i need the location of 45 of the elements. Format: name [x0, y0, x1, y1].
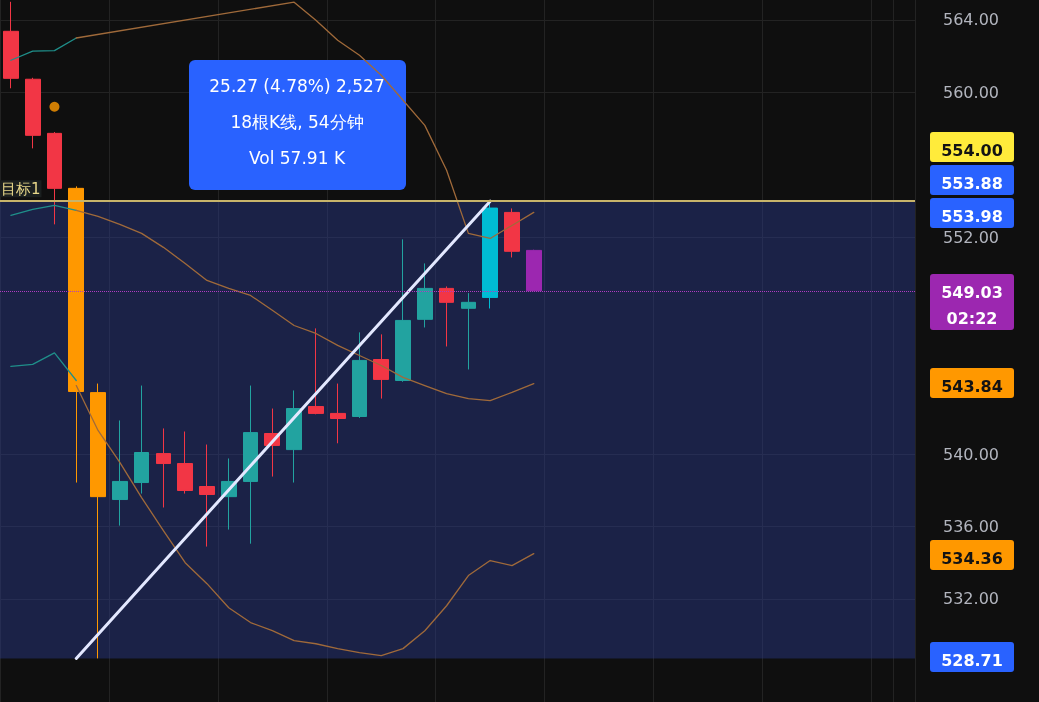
text: 534.36: [941, 548, 1003, 568]
y-tick-label: 564.00: [943, 10, 999, 30]
line-series: [75, 1, 535, 240]
candlestick: [68, 185, 84, 484]
text: 553.88: [941, 173, 1003, 193]
line-series: [10, 352, 77, 382]
candlestick: [286, 389, 302, 484]
candlestick: [134, 385, 149, 495]
candlestick: [112, 419, 128, 527]
y-tick-label: 552.00: [943, 227, 999, 247]
candlestick: [308, 327, 324, 415]
candlestick: [90, 383, 106, 659]
line-series: [75, 209, 535, 402]
text: 528.71: [941, 650, 1003, 670]
candlestick: [177, 431, 193, 495]
text: 543.84: [941, 376, 1003, 396]
line-series: [10, 204, 77, 216]
y-tick-label: 560.00: [943, 82, 999, 102]
y-tick-label: 540.00: [943, 444, 999, 464]
line-series: [75, 384, 535, 657]
annotation: Vol 57.91 K: [248, 148, 346, 168]
candlestick: [417, 262, 433, 328]
candlestick: [526, 249, 542, 292]
annotation: 25.27 (4.78%) 2,527: [209, 76, 385, 96]
candlestick: [461, 292, 476, 370]
text: 553.98: [941, 206, 1003, 226]
candlestick: [439, 285, 454, 347]
candlestick: [25, 77, 41, 149]
text: 554.00: [941, 140, 1003, 160]
y-tick-label: 532.00: [943, 589, 999, 609]
ref-line-label: 目标1: [1, 179, 41, 198]
candlestick: [504, 207, 520, 258]
candlestick: [352, 331, 367, 419]
text: 549.03 02:22: [941, 282, 1003, 328]
y-tick-label: 536.00: [943, 517, 999, 536]
annotation: 18根K线, 54分钟: [230, 112, 364, 132]
candlestick: [3, 1, 19, 89]
candlestick: [395, 238, 411, 383]
candlestick: [373, 333, 389, 400]
candlestick: [199, 444, 215, 548]
candlestick: [243, 385, 258, 545]
candlestick: [156, 427, 171, 508]
line-series: [10, 37, 77, 61]
candlestick: [330, 383, 346, 444]
candlestick: [47, 131, 62, 225]
